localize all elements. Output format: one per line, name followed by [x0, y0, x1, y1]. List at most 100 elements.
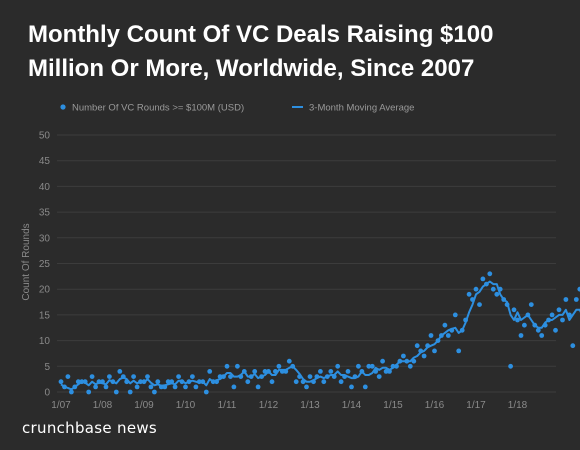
data-point — [359, 369, 365, 374]
data-point — [307, 374, 313, 379]
data-point — [560, 317, 565, 323]
data-point — [411, 358, 417, 364]
data-point — [522, 322, 527, 328]
data-point — [490, 286, 496, 292]
data-point — [145, 374, 150, 379]
legend-label-line: 3-Month Moving Average — [309, 103, 414, 114]
x-tick-label: 1/07 — [51, 400, 71, 411]
data-point — [394, 363, 399, 369]
y-tick-label: 50 — [39, 131, 51, 142]
data-point — [459, 327, 465, 333]
y-tick-label: 40 — [39, 182, 51, 193]
data-point — [338, 379, 344, 385]
data-point — [380, 358, 385, 364]
data-point — [480, 276, 486, 282]
data-point — [210, 379, 216, 385]
data-point — [300, 379, 306, 385]
data-point — [172, 384, 178, 390]
data-point — [131, 374, 137, 379]
data-point — [404, 358, 410, 364]
data-point — [349, 384, 354, 390]
data-point — [567, 312, 572, 318]
data-point — [556, 307, 562, 313]
data-point — [190, 374, 195, 379]
data-point — [528, 302, 534, 307]
data-point — [286, 358, 292, 364]
data-point — [387, 369, 392, 374]
data-point — [283, 369, 289, 374]
data-point — [532, 322, 538, 328]
data-point — [266, 369, 271, 374]
data-point — [221, 374, 226, 379]
y-axis-label: Count Of Rounds — [21, 223, 32, 300]
data-point — [487, 271, 493, 277]
data-point — [158, 384, 164, 390]
data-point — [553, 327, 558, 333]
x-tick-label: 1/09 — [134, 400, 154, 411]
chart-title: Monthly Count Of VC Deals Raising $100 M… — [28, 18, 568, 86]
data-point — [100, 379, 105, 385]
x-axis-ticks: 1/07 1/08 1/09 1/10 1/11 1/12 1/13 1/14 1/15 1/16… — [51, 400, 527, 411]
data-point — [477, 302, 482, 307]
data-point — [69, 389, 74, 395]
data-point — [473, 286, 479, 292]
data-point — [148, 384, 154, 390]
x-tick-label: 1/14 — [342, 400, 362, 411]
data-point — [58, 379, 64, 385]
data-point — [484, 281, 489, 287]
data-point — [183, 384, 188, 390]
data-point — [245, 379, 251, 385]
data-point — [577, 286, 580, 292]
data-point — [155, 379, 161, 385]
data-point — [134, 384, 140, 390]
data-point — [193, 384, 199, 390]
data-point — [328, 369, 334, 374]
data-point — [508, 363, 513, 369]
data-point — [401, 353, 406, 359]
data-point — [120, 374, 126, 379]
data-point — [511, 307, 517, 313]
data-point — [79, 379, 85, 385]
data-point — [356, 363, 361, 369]
data-point — [203, 389, 209, 395]
data-point — [421, 353, 427, 359]
data-point — [497, 286, 503, 292]
y-tick-label: 5 — [44, 362, 50, 373]
data-point — [200, 379, 206, 385]
data-point — [238, 374, 244, 379]
data-point — [546, 317, 551, 323]
data-point — [418, 348, 424, 354]
x-tick-label: 1/08 — [93, 400, 113, 411]
x-tick-label: 1/16 — [425, 400, 445, 411]
data-point — [207, 369, 213, 374]
data-point — [224, 363, 230, 369]
data-point — [449, 327, 455, 333]
data-point — [235, 363, 240, 369]
data-point — [463, 317, 468, 323]
y-tick-label: 35 — [39, 208, 51, 219]
x-tick-label: 1/12 — [259, 400, 279, 411]
data-point — [290, 363, 296, 369]
data-point — [445, 333, 451, 338]
y-tick-label: 20 — [39, 285, 51, 296]
data-point — [127, 389, 133, 395]
data-point — [228, 374, 233, 379]
data-point — [335, 363, 341, 369]
data-point — [466, 291, 472, 297]
data-point — [269, 379, 275, 385]
data-point — [439, 333, 444, 338]
data-point — [103, 384, 109, 390]
y-tick-label: 10 — [39, 336, 51, 347]
data-point — [165, 379, 171, 385]
data-point — [89, 374, 95, 379]
data-point — [362, 384, 368, 390]
data-point — [231, 384, 237, 390]
data-point — [366, 363, 372, 369]
data-point — [96, 379, 102, 385]
data-point — [152, 389, 157, 395]
data-point — [331, 374, 337, 379]
data-point — [93, 384, 98, 390]
data-point — [255, 384, 261, 390]
data-point — [456, 348, 462, 354]
data-point — [352, 374, 358, 379]
